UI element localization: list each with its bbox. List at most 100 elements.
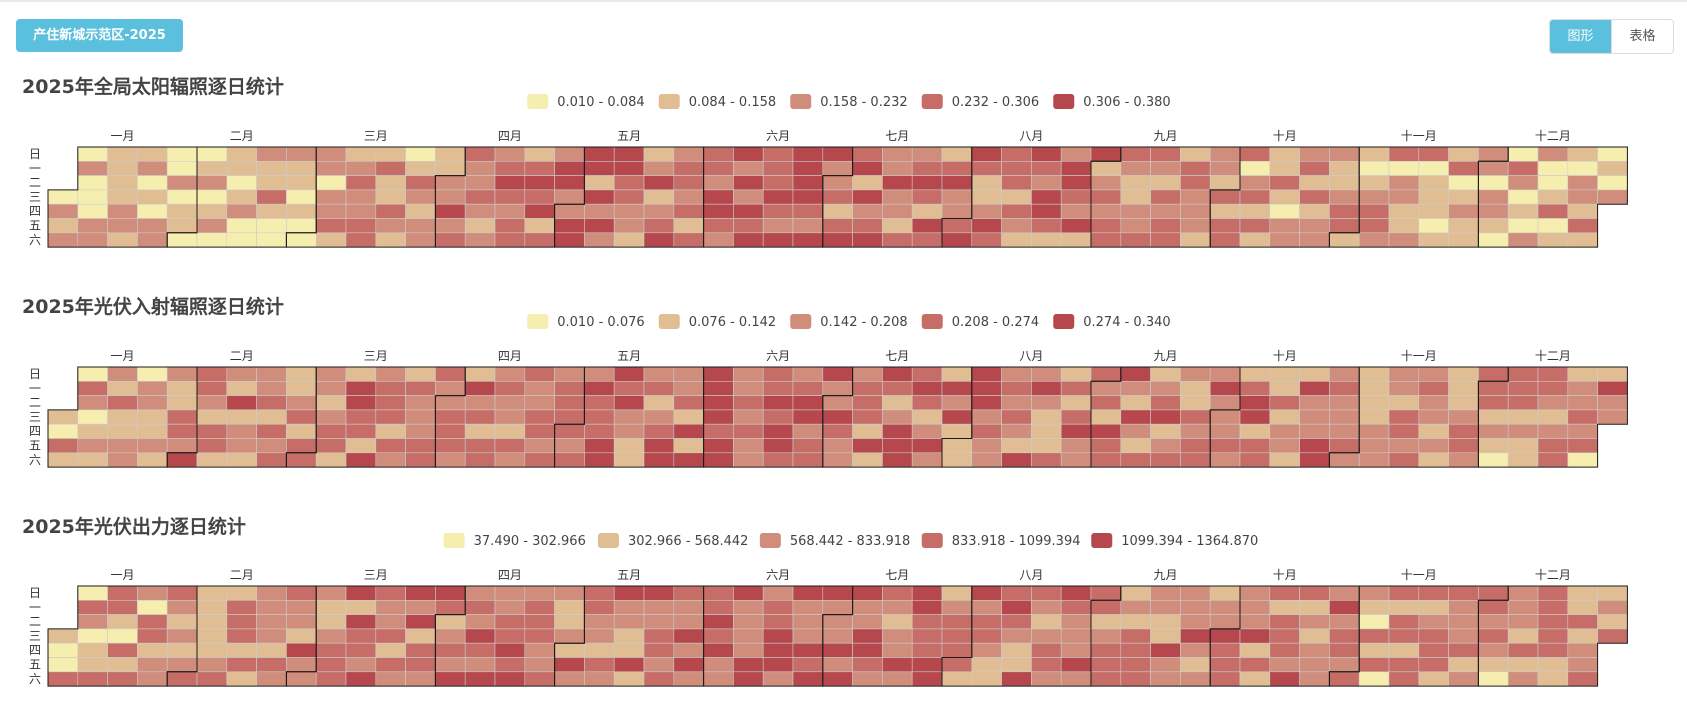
month-label: 五月 [617, 568, 641, 582]
day-cell [1269, 409, 1300, 425]
day-cell [1567, 366, 1598, 382]
weekday-label: 五 [29, 219, 41, 233]
day-cell [1090, 671, 1122, 687]
day-cell [1180, 423, 1211, 439]
day-cell [911, 146, 943, 162]
day-cell [554, 614, 585, 630]
day-cell [107, 146, 138, 162]
day-cell [47, 452, 79, 468]
day-cell [435, 600, 466, 615]
day-cell [1537, 657, 1569, 673]
day-cell [1478, 146, 1509, 162]
day-cell [733, 366, 764, 382]
day-cell [1090, 628, 1122, 644]
day-cell [375, 614, 406, 630]
day-cell [1507, 614, 1539, 630]
day-cell [166, 218, 198, 234]
day-cell [405, 452, 436, 468]
day-cell [77, 671, 108, 687]
day-cell [375, 381, 406, 396]
day-cell [822, 438, 853, 454]
day-cell [1329, 600, 1360, 615]
day-cell [703, 600, 734, 615]
legend-label: 0.306 - 0.380 [1083, 95, 1170, 110]
day-cell [405, 642, 436, 658]
day-cell [1269, 438, 1300, 454]
day-cell [613, 614, 645, 630]
day-cell [375, 395, 406, 411]
day-cell [77, 452, 108, 468]
day-cell [166, 657, 198, 673]
day-cell [1150, 395, 1181, 411]
day-cell [77, 366, 108, 382]
day-cell [792, 671, 824, 687]
day-cell [1329, 203, 1360, 219]
day-cell [375, 452, 406, 468]
day-cell [911, 423, 943, 439]
day-cell [405, 232, 436, 248]
day-cell [1299, 395, 1330, 411]
day-cell [464, 189, 496, 205]
day-cell [1090, 395, 1122, 411]
day-cell [1507, 628, 1539, 644]
legend-label: 0.142 - 0.208 [820, 315, 907, 330]
graph-view-tab[interactable]: 图形 [1550, 20, 1611, 53]
day-cell [792, 395, 824, 411]
day-cell [405, 146, 436, 162]
day-cell [226, 600, 257, 615]
day-cell [792, 218, 824, 234]
day-cell [1329, 189, 1360, 205]
weekday-label: 二 [29, 615, 41, 629]
day-cell [256, 189, 287, 205]
day-cell [733, 614, 764, 630]
day-cell [1567, 600, 1598, 615]
day-cell [47, 438, 79, 454]
day-cell [852, 585, 883, 601]
day-cell [1180, 585, 1211, 601]
day-cell [286, 189, 317, 205]
day-cell [852, 366, 883, 382]
day-cell [464, 452, 496, 468]
day-cell [1299, 671, 1330, 687]
day-cell [1299, 628, 1330, 644]
day-cell [256, 438, 287, 454]
month-boundary [1477, 366, 1628, 468]
day-cell [1418, 600, 1449, 615]
day-cell [1180, 395, 1211, 411]
day-cell [792, 381, 824, 396]
day-cell [1031, 366, 1062, 382]
day-cell [315, 232, 347, 248]
day-cell [613, 452, 645, 468]
region-selector-button[interactable]: 产住新城示范区-2025 [16, 19, 183, 52]
day-cell [137, 657, 168, 673]
day-cell [1299, 642, 1330, 658]
day-cell [1150, 381, 1181, 396]
month-label: 十二月 [1535, 129, 1571, 143]
day-cell [1090, 232, 1122, 248]
day-cell [286, 452, 317, 468]
day-cell [166, 585, 198, 601]
day-cell [47, 657, 79, 673]
day-cell [1209, 423, 1241, 439]
day-cell [345, 409, 377, 425]
day-cell [911, 642, 943, 658]
day-cell [1507, 438, 1539, 454]
day-cell [584, 452, 615, 468]
day-cell [1120, 600, 1151, 615]
day-cell [643, 161, 675, 176]
day-cell [762, 175, 794, 191]
table-view-tab[interactable]: 表格 [1611, 20, 1673, 53]
day-cell [1120, 409, 1151, 425]
day-cell [375, 438, 406, 454]
day-cell [1150, 161, 1181, 176]
day-cell [1418, 438, 1449, 454]
day-cell [196, 232, 228, 248]
day-cell [1388, 642, 1420, 658]
chart-title-global-irradiance: 2025年全局太阳辐照逐日统计 [22, 76, 284, 98]
day-cell [107, 614, 138, 630]
month-label: 九月 [1153, 129, 1177, 143]
weekday-label: 三 [29, 190, 41, 204]
day-cell [1299, 161, 1330, 176]
day-cell [196, 175, 228, 191]
day-cell [703, 381, 734, 396]
